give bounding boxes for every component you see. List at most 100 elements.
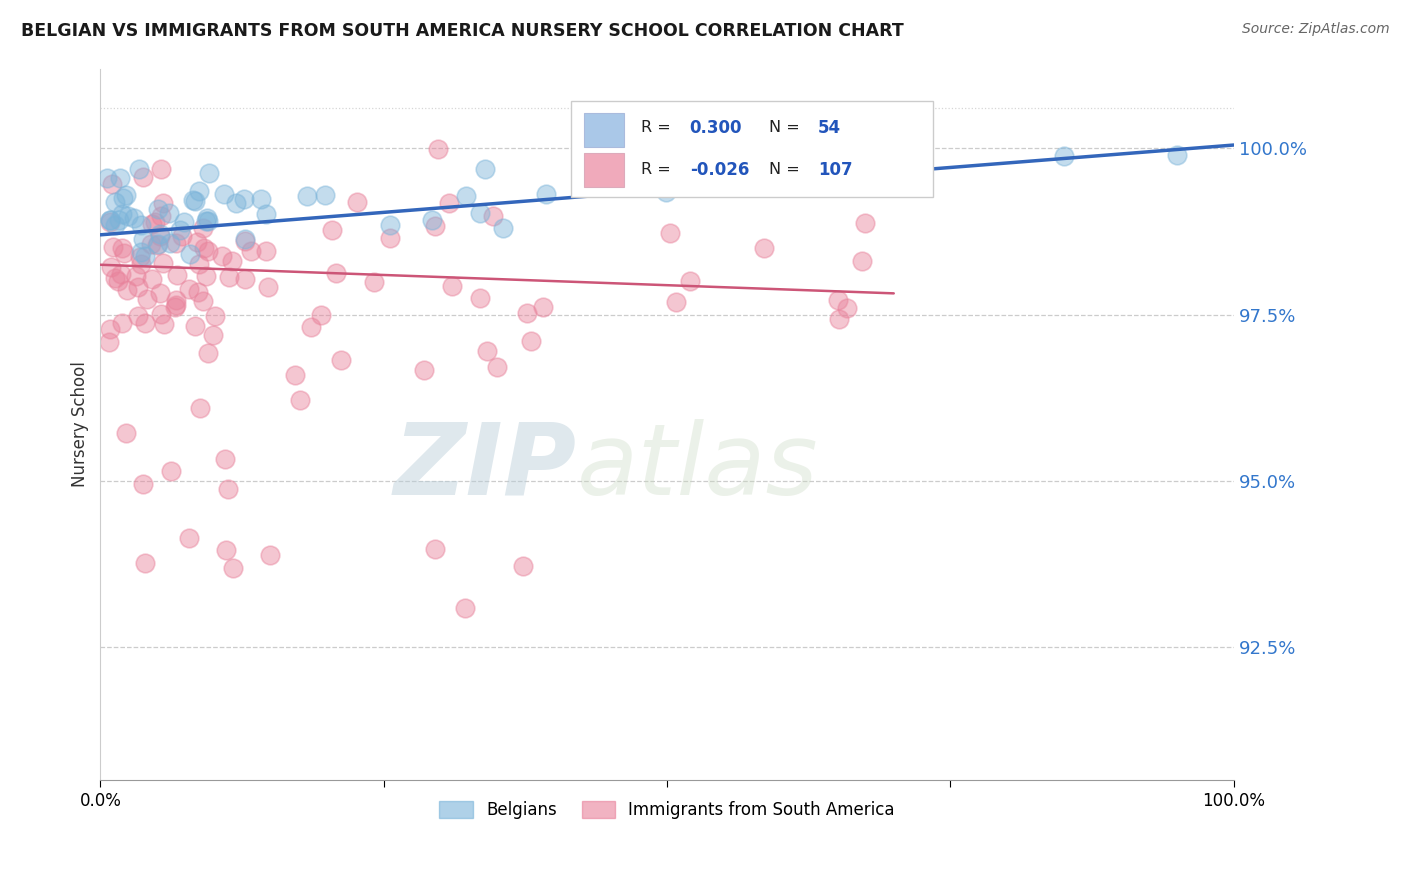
Point bbox=[221, 254, 243, 268]
Point bbox=[157, 206, 180, 220]
Point bbox=[177, 282, 200, 296]
Point bbox=[146, 236, 169, 251]
Text: N =: N = bbox=[769, 120, 806, 135]
Point bbox=[143, 215, 166, 229]
Legend: Belgians, Immigrants from South America: Belgians, Immigrants from South America bbox=[433, 794, 901, 825]
Text: R =: R = bbox=[641, 162, 676, 178]
Text: R =: R = bbox=[641, 120, 676, 135]
Point bbox=[129, 245, 152, 260]
Point bbox=[201, 327, 224, 342]
Text: BELGIAN VS IMMIGRANTS FROM SOUTH AMERICA NURSERY SCHOOL CORRELATION CHART: BELGIAN VS IMMIGRANTS FROM SOUTH AMERICA… bbox=[21, 22, 904, 40]
Point bbox=[104, 270, 127, 285]
Point bbox=[108, 213, 131, 227]
Point bbox=[132, 232, 155, 246]
Point bbox=[127, 309, 149, 323]
Point bbox=[193, 241, 215, 255]
Point bbox=[134, 249, 156, 263]
Text: N =: N = bbox=[769, 162, 806, 178]
Point bbox=[100, 260, 122, 275]
Point bbox=[152, 318, 174, 332]
Point bbox=[211, 249, 233, 263]
Point bbox=[468, 206, 491, 220]
Point bbox=[152, 195, 174, 210]
Point bbox=[378, 219, 401, 233]
Point bbox=[131, 476, 153, 491]
Point bbox=[187, 184, 209, 198]
Point bbox=[827, 293, 849, 308]
Point bbox=[96, 170, 118, 185]
Point bbox=[136, 292, 159, 306]
Point bbox=[97, 334, 120, 349]
Point bbox=[146, 238, 169, 252]
Point bbox=[659, 226, 682, 240]
Point bbox=[218, 269, 240, 284]
Point bbox=[257, 279, 280, 293]
Text: -0.026: -0.026 bbox=[690, 161, 749, 178]
Point bbox=[129, 218, 152, 232]
Point bbox=[186, 235, 208, 250]
Point bbox=[132, 170, 155, 185]
Point bbox=[103, 195, 125, 210]
Point bbox=[233, 235, 256, 249]
Text: Source: ZipAtlas.com: Source: ZipAtlas.com bbox=[1241, 22, 1389, 37]
Point bbox=[165, 236, 187, 251]
Point bbox=[122, 211, 145, 225]
Text: ZIP: ZIP bbox=[394, 418, 576, 516]
Point bbox=[828, 311, 851, 326]
Point bbox=[485, 360, 508, 375]
Text: 107: 107 bbox=[818, 161, 852, 178]
Point bbox=[225, 195, 247, 210]
Point bbox=[195, 268, 218, 283]
Point bbox=[520, 334, 543, 348]
Point bbox=[165, 293, 187, 307]
Point bbox=[173, 214, 195, 228]
Point bbox=[111, 207, 134, 221]
Point bbox=[191, 221, 214, 235]
Point bbox=[295, 188, 318, 202]
Point bbox=[141, 217, 163, 231]
Point bbox=[181, 193, 204, 207]
Point bbox=[512, 558, 534, 573]
FancyBboxPatch shape bbox=[571, 101, 934, 196]
Point bbox=[212, 186, 235, 201]
Point bbox=[614, 162, 637, 177]
Point bbox=[420, 213, 443, 227]
Point bbox=[166, 268, 188, 282]
Point bbox=[170, 229, 193, 244]
FancyBboxPatch shape bbox=[585, 112, 624, 147]
Point bbox=[117, 209, 139, 223]
Point bbox=[233, 232, 256, 246]
Point bbox=[441, 278, 464, 293]
Point bbox=[766, 173, 789, 187]
Point bbox=[309, 308, 332, 322]
Point bbox=[456, 189, 478, 203]
Point bbox=[184, 194, 207, 208]
Point bbox=[197, 244, 219, 259]
Point bbox=[475, 344, 498, 359]
Point bbox=[284, 368, 307, 382]
Point bbox=[150, 307, 173, 321]
Point bbox=[160, 464, 183, 478]
Point bbox=[314, 188, 336, 202]
Point bbox=[232, 192, 254, 206]
Point bbox=[665, 295, 688, 310]
Text: 0.300: 0.300 bbox=[690, 119, 742, 136]
Point bbox=[129, 251, 152, 265]
Point bbox=[179, 531, 201, 545]
Point bbox=[197, 166, 219, 180]
Point bbox=[222, 561, 245, 575]
Point bbox=[194, 214, 217, 228]
Point bbox=[115, 425, 138, 440]
Point bbox=[492, 220, 515, 235]
Point bbox=[633, 161, 655, 176]
Point bbox=[249, 192, 271, 206]
Point bbox=[111, 241, 134, 255]
Point bbox=[134, 557, 156, 571]
Point bbox=[139, 236, 162, 251]
Point bbox=[111, 191, 134, 205]
Point bbox=[204, 309, 226, 323]
Point bbox=[531, 301, 554, 315]
Point bbox=[330, 353, 353, 368]
Point bbox=[853, 216, 876, 230]
Point bbox=[606, 146, 628, 161]
